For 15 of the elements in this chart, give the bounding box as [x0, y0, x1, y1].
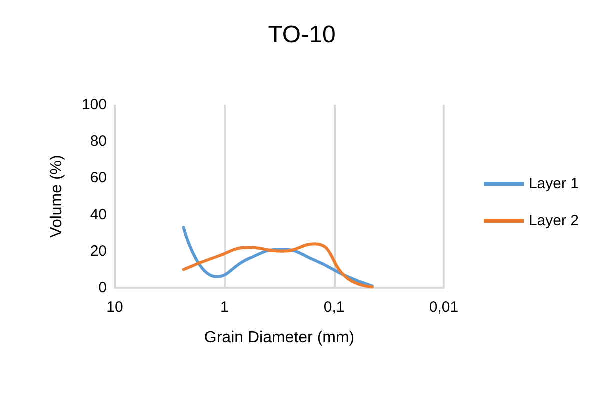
x-tick-label: 1: [220, 299, 229, 316]
x-axis-title: Grain Diameter (mm): [204, 330, 355, 346]
x-tick-label: 0,01: [429, 299, 459, 316]
chart-title: TO-10: [268, 22, 336, 48]
y-tick-label: 0: [98, 280, 107, 296]
y-axis-title: Volume (%): [48, 155, 66, 238]
legend-label: Layer 1: [528, 176, 580, 192]
y-tick-label: 100: [82, 96, 107, 114]
x-tick-label: 0,1: [324, 299, 345, 316]
y-tick-label: 20: [90, 242, 107, 260]
x-tick-label: 10: [106, 299, 124, 316]
y-tick-label: 40: [90, 206, 107, 224]
legend-label: Layer 2: [528, 212, 580, 230]
y-tick-label: 80: [90, 133, 107, 150]
y-tick-label: 60: [90, 170, 107, 187]
